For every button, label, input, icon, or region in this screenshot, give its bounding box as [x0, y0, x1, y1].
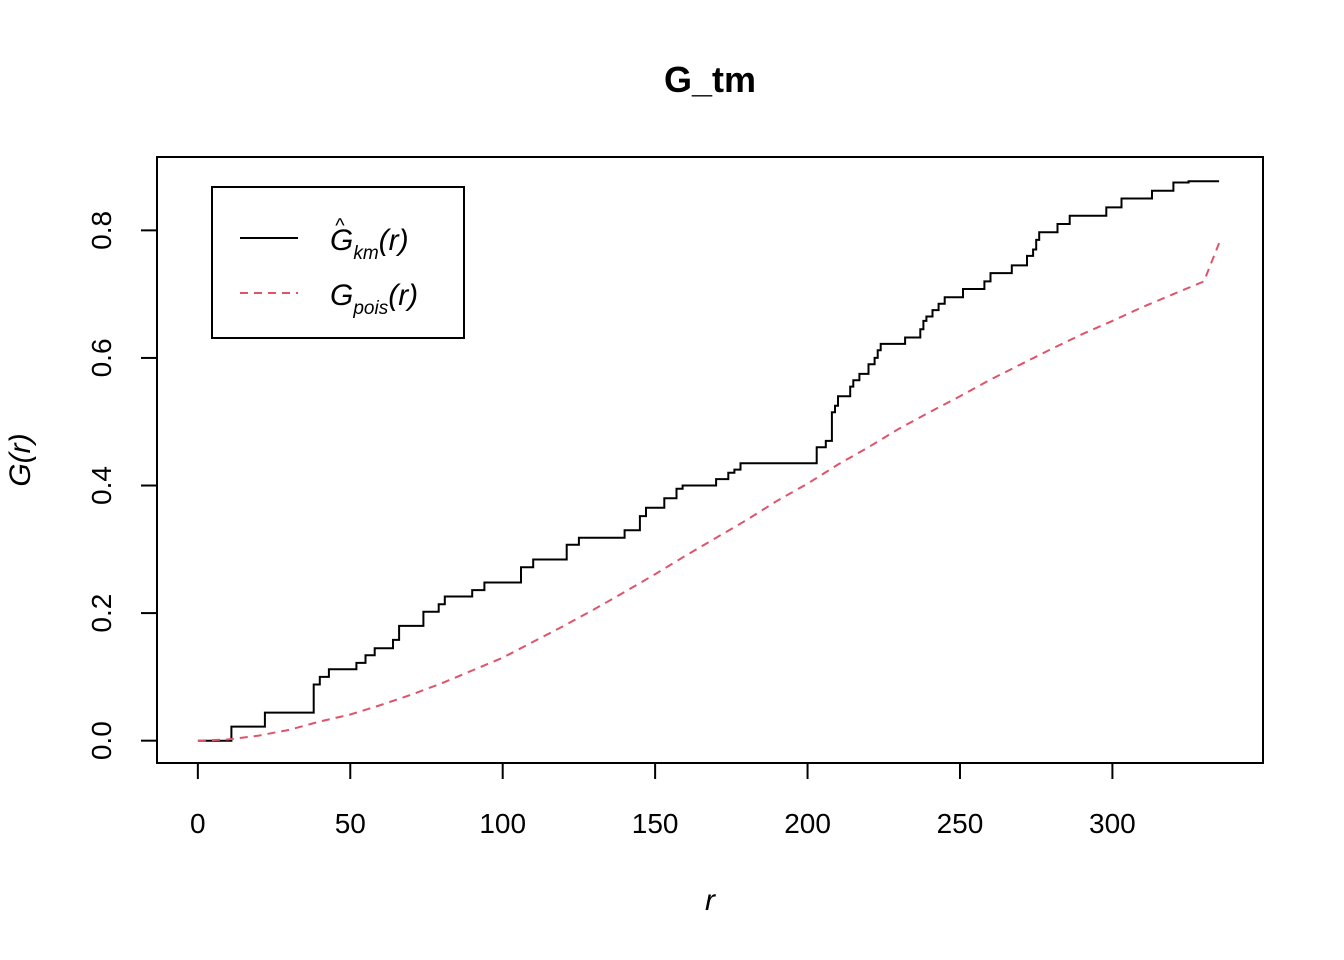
y-axis-label: G(r): [4, 433, 37, 486]
y-tick-label: 0.2: [86, 594, 117, 633]
x-tick-label: 300: [1089, 808, 1136, 839]
chart-title: G_tm: [664, 59, 756, 100]
y-tick-label: 0.4: [86, 466, 117, 505]
x-tick-label: 150: [632, 808, 679, 839]
y-tick-label: 0.6: [86, 338, 117, 377]
series-line-pois: [197, 242, 1221, 742]
x-axis: 0 50 100 150 200 250 300: [190, 762, 1136, 839]
legend-hat-km: ^: [335, 215, 345, 237]
legend: Gkm(r) ^ Gpois(r): [211, 186, 465, 339]
y-tick-label: 0.0: [86, 721, 117, 760]
series-layer: [197, 180, 1221, 742]
x-tick-label: 100: [479, 808, 526, 839]
x-tick-label: 0: [190, 808, 206, 839]
x-tick-label: 50: [335, 808, 366, 839]
x-tick-label: 250: [937, 808, 984, 839]
x-tick-label: 200: [784, 808, 831, 839]
y-tick-label: 0.8: [86, 211, 117, 250]
legend-box: [211, 186, 465, 339]
legend-label-km: Gkm(r): [330, 224, 409, 264]
legend-label-pois: Gpois(r): [330, 279, 418, 319]
series-line-km: [197, 180, 1220, 742]
x-axis-label: r: [705, 884, 716, 917]
y-axis: 0.0 0.2 0.4 0.6 0.8: [86, 211, 158, 760]
